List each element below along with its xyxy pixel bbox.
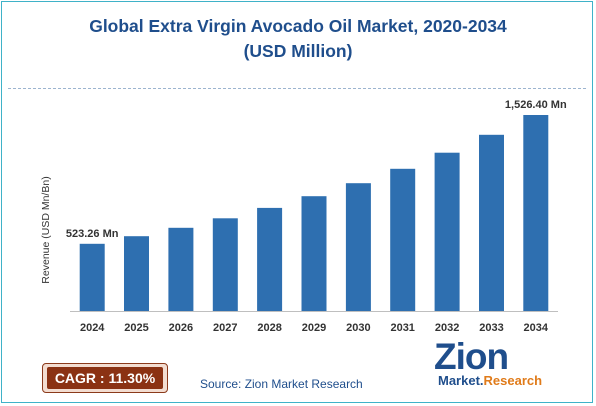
bar-2024 [79,243,105,311]
bar-2031 [390,168,416,311]
x-tick-label-2026: 2026 [169,322,193,334]
y-axis-label: Revenue (USD Mn/Bn) [40,176,52,283]
x-tick-label-2030: 2030 [346,322,370,334]
bar-2028 [257,207,283,311]
bar-2030 [345,183,371,311]
chart-title-line-1: Global Extra Virgin Avocado Oil Market, … [89,16,507,36]
zion-logo: Zion Market.Research [430,338,550,394]
logo-subtitle: Market.Research [438,373,542,388]
chart-title: Global Extra Virgin Avocado Oil Market, … [0,14,596,64]
bar-2025 [124,236,149,311]
chart-title-line-2: (USD Million) [243,41,353,61]
x-tick-label-2034: 2034 [524,322,549,334]
logo-sub-research: Research [483,373,543,388]
bar-2026 [168,227,194,311]
bar-2032 [434,152,460,311]
x-tick-label-2033: 2033 [479,322,503,334]
logo-sub-market: Market. [438,373,484,388]
x-tick-label-2028: 2028 [257,322,281,334]
bar-2027 [212,218,238,311]
x-tick-label-2031: 2031 [390,322,414,334]
source-note: Source: Zion Market Research [200,377,363,391]
x-tick-label-2027: 2027 [213,322,237,334]
data-label-2034: 1,526.40 Mn [505,99,567,111]
logo-wordmark: Zion [434,336,509,377]
title-divider [8,88,586,89]
bar-2034 [523,115,549,311]
x-tick-label-2032: 2032 [435,322,459,334]
x-tick-label-2025: 2025 [124,322,148,334]
x-tick-label-2029: 2029 [302,322,326,334]
x-tick-label-2024: 2024 [80,322,105,334]
bar-2029 [301,196,327,311]
cagr-badge: CAGR : 11.30% [42,363,168,393]
data-label-2024: 523.26 Mn [66,228,119,240]
cagr-text: CAGR : 11.30% [47,367,163,389]
bar-2033 [479,134,504,311]
